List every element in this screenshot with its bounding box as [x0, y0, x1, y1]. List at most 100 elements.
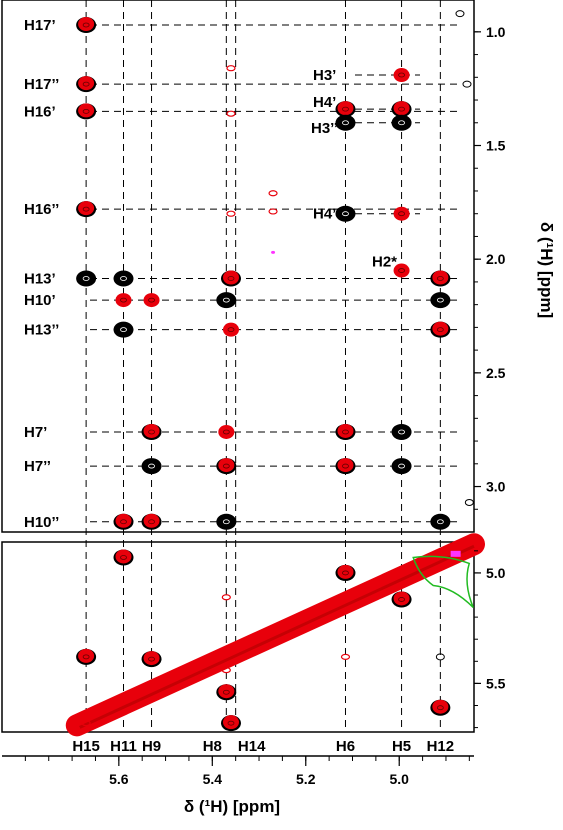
peak — [391, 101, 412, 118]
peak-red — [143, 651, 160, 666]
peak-black — [76, 270, 97, 287]
peak-black — [216, 292, 237, 309]
peak-core — [436, 297, 444, 303]
peak-red — [78, 648, 95, 663]
peak-red — [143, 513, 160, 528]
row-label: H4’’ — [313, 206, 340, 223]
peak — [435, 653, 445, 661]
peak — [391, 458, 412, 475]
peak-core — [398, 106, 405, 112]
peak — [464, 498, 474, 506]
peak-black-small — [462, 80, 472, 88]
peak-black — [113, 270, 134, 287]
peak-core — [227, 720, 235, 726]
column-label: H5 — [392, 738, 411, 755]
peak-red-small — [221, 594, 231, 601]
row-label: H13’’ — [24, 322, 59, 339]
peak — [268, 190, 278, 197]
peak-red — [218, 424, 235, 439]
peak-red — [78, 201, 95, 216]
peak-core — [398, 211, 405, 217]
peak-black — [141, 458, 162, 475]
peak — [335, 423, 356, 440]
peak-red-small — [221, 667, 231, 674]
peak — [391, 423, 412, 440]
y-tick-label: 3.0 — [486, 479, 506, 495]
peak-red — [222, 270, 239, 285]
peak — [430, 270, 451, 287]
peak — [226, 65, 236, 72]
peak — [216, 684, 237, 701]
peak — [391, 591, 412, 608]
peak — [216, 513, 237, 530]
peak — [220, 715, 241, 732]
peak-core — [82, 109, 90, 114]
peak — [221, 594, 231, 601]
peak — [113, 549, 134, 566]
row-label: H16’’ — [24, 201, 59, 218]
peak — [462, 80, 472, 88]
peak-black — [391, 114, 412, 131]
peak-red-small — [268, 208, 278, 215]
peak-red — [115, 293, 132, 308]
y-tick-label: 5.0 — [486, 565, 506, 581]
peak-core — [342, 463, 349, 469]
peak — [113, 270, 134, 287]
peak — [335, 564, 356, 581]
row-label: H10’’ — [24, 514, 59, 531]
peak-red — [393, 206, 410, 221]
peak-black — [216, 513, 237, 530]
peak — [141, 651, 162, 668]
peak-core — [398, 429, 405, 435]
peak — [391, 114, 412, 131]
green-contour — [412, 555, 474, 608]
peak-red — [222, 322, 239, 337]
peak-core — [82, 276, 90, 281]
peak-black-small — [464, 498, 474, 506]
y-tick-label: 1.5 — [486, 138, 506, 154]
peak-red — [393, 263, 410, 278]
peak — [141, 423, 162, 440]
row-label: H10’ — [24, 292, 56, 309]
peak — [335, 101, 356, 118]
peak — [393, 68, 410, 83]
column-label: H9 — [142, 738, 161, 755]
peak — [76, 103, 97, 120]
peak-red — [393, 101, 410, 116]
peak-core — [82, 206, 90, 212]
peak — [218, 424, 235, 439]
peak — [76, 270, 97, 287]
diagonal-contour — [79, 544, 475, 729]
peak-core — [120, 327, 127, 333]
peak — [430, 699, 451, 716]
peak-core — [148, 429, 155, 435]
peak-core — [436, 276, 444, 281]
peak — [221, 667, 231, 674]
row-label: H7’ — [24, 424, 47, 441]
peak-red-small — [81, 720, 91, 727]
peak-red — [218, 458, 235, 473]
peak-core — [82, 22, 90, 28]
row-label: H3’ — [313, 67, 336, 84]
peak-core — [222, 689, 230, 695]
peak-red — [337, 101, 354, 116]
peak-red — [337, 458, 354, 473]
peak-red — [115, 549, 132, 564]
x-tick-label: 5.2 — [296, 771, 316, 787]
peak-core — [120, 519, 127, 525]
top-spectrum-panel: H17’ H17’’ H16’ H16’’ H13’ H10’ H13’’ H7’ H7’’ H1… — [1, 0, 506, 732]
peak-red — [337, 423, 354, 438]
peak-core — [342, 211, 349, 217]
peak-red-small — [268, 190, 278, 197]
peak-core — [398, 72, 405, 78]
peak-red-small — [226, 210, 236, 217]
peak-red — [78, 103, 95, 118]
peak — [430, 513, 451, 530]
peak-core — [82, 654, 90, 660]
peak — [335, 114, 356, 131]
peak-core — [148, 297, 155, 303]
peak-black — [335, 205, 356, 222]
column-label: H8 — [203, 738, 222, 755]
bottom-panel-frame — [1, 541, 475, 733]
peak — [430, 321, 451, 338]
